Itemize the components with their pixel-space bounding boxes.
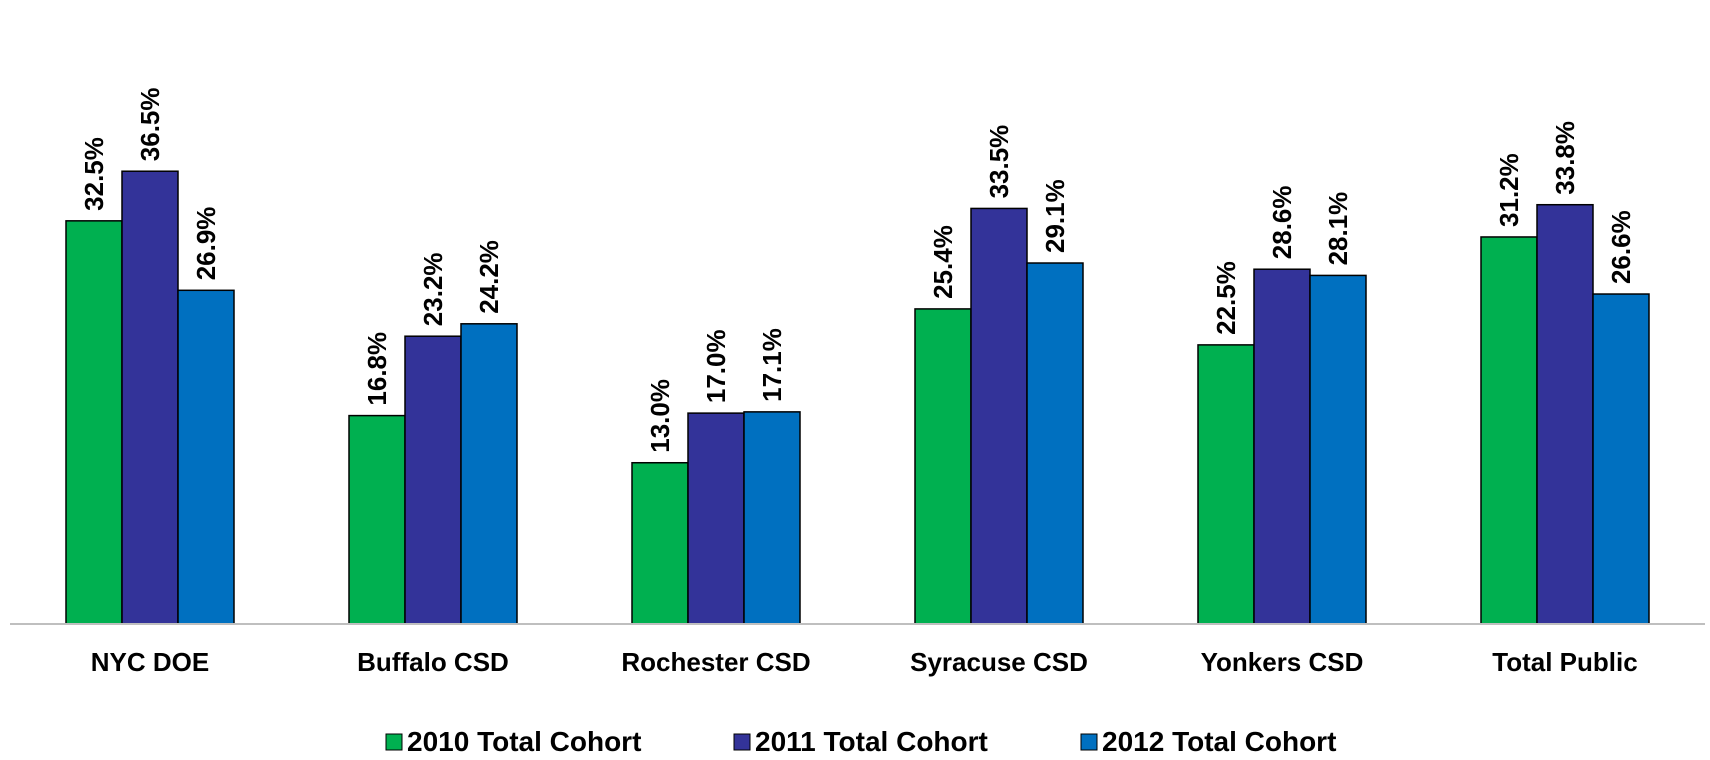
data-label: 33.5% <box>984 125 1014 199</box>
data-label: 26.9% <box>191 207 221 281</box>
legend-swatch <box>385 733 403 751</box>
data-label: 28.6% <box>1267 185 1297 259</box>
bar-nyc-doe-series-3 <box>177 289 235 625</box>
bar-yonkers-csd-series-2 <box>1253 268 1311 625</box>
bar-total-public-series-1 <box>1480 236 1538 625</box>
bar-nyc-doe-series-1 <box>65 220 123 625</box>
data-label: 16.8% <box>362 332 392 406</box>
bar-buffalo-csd-series-1 <box>348 414 406 625</box>
legend: 2010 Total Cohort 2011 Total Cohort 2012 T… <box>385 726 1336 757</box>
data-label: 17.1% <box>757 328 787 402</box>
data-label: 32.5% <box>79 137 109 211</box>
bar-nyc-doe-series-2 <box>121 170 179 625</box>
legend-swatch <box>1080 733 1098 751</box>
bars-layer <box>65 170 1650 625</box>
data-label: 22.5% <box>1211 261 1241 335</box>
bar-syracuse-csd-series-2 <box>970 207 1028 625</box>
data-label: 33.8% <box>1550 121 1580 195</box>
data-label: 28.1% <box>1323 192 1353 266</box>
data-label: 25.4% <box>928 225 958 299</box>
data-label: 13.0% <box>645 379 675 453</box>
legend-label: 2011 Total Cohort <box>755 726 988 757</box>
category-label: Syracuse CSD <box>910 647 1088 677</box>
legend-label: 2012 Total Cohort <box>1102 726 1336 757</box>
data-label: 31.2% <box>1494 153 1524 227</box>
bar-rochester-csd-series-3 <box>743 411 801 625</box>
category-label: NYC DOE <box>91 647 209 677</box>
bar-buffalo-csd-series-3 <box>460 323 518 625</box>
category-label: Rochester CSD <box>621 647 810 677</box>
bar-rochester-csd-series-2 <box>687 412 745 625</box>
bar-total-public-series-3 <box>1592 293 1650 625</box>
category-label: Buffalo CSD <box>357 647 509 677</box>
data-label: 26.6% <box>1606 210 1636 284</box>
legend-label: 2010 Total Cohort <box>407 726 641 757</box>
category-labels-layer: NYC DOE Buffalo CSD Rochester CSD Syracuse … <box>91 647 1638 677</box>
bar-total-public-series-2 <box>1536 203 1594 625</box>
bar-yonkers-csd-series-1 <box>1197 344 1255 625</box>
bar-syracuse-csd-series-1 <box>914 308 972 625</box>
category-label: Total Public <box>1492 647 1637 677</box>
bar-buffalo-csd-series-2 <box>404 335 462 625</box>
data-label: 36.5% <box>135 87 165 161</box>
category-label: Yonkers CSD <box>1201 647 1364 677</box>
data-label: 29.1% <box>1040 179 1070 253</box>
data-label: 24.2% <box>474 240 504 314</box>
data-label: 23.2% <box>418 252 448 326</box>
legend-swatch <box>733 733 751 751</box>
data-label: 17.0% <box>701 329 731 403</box>
data-labels-layer: 32.5% 36.5% 26.9% 16.8% 23.2% 24.2% 13.0% 17.0%… <box>79 87 1636 452</box>
bar-syracuse-csd-series-3 <box>1026 262 1084 625</box>
bar-rochester-csd-series-1 <box>631 461 689 625</box>
bar-yonkers-csd-series-3 <box>1309 274 1367 625</box>
